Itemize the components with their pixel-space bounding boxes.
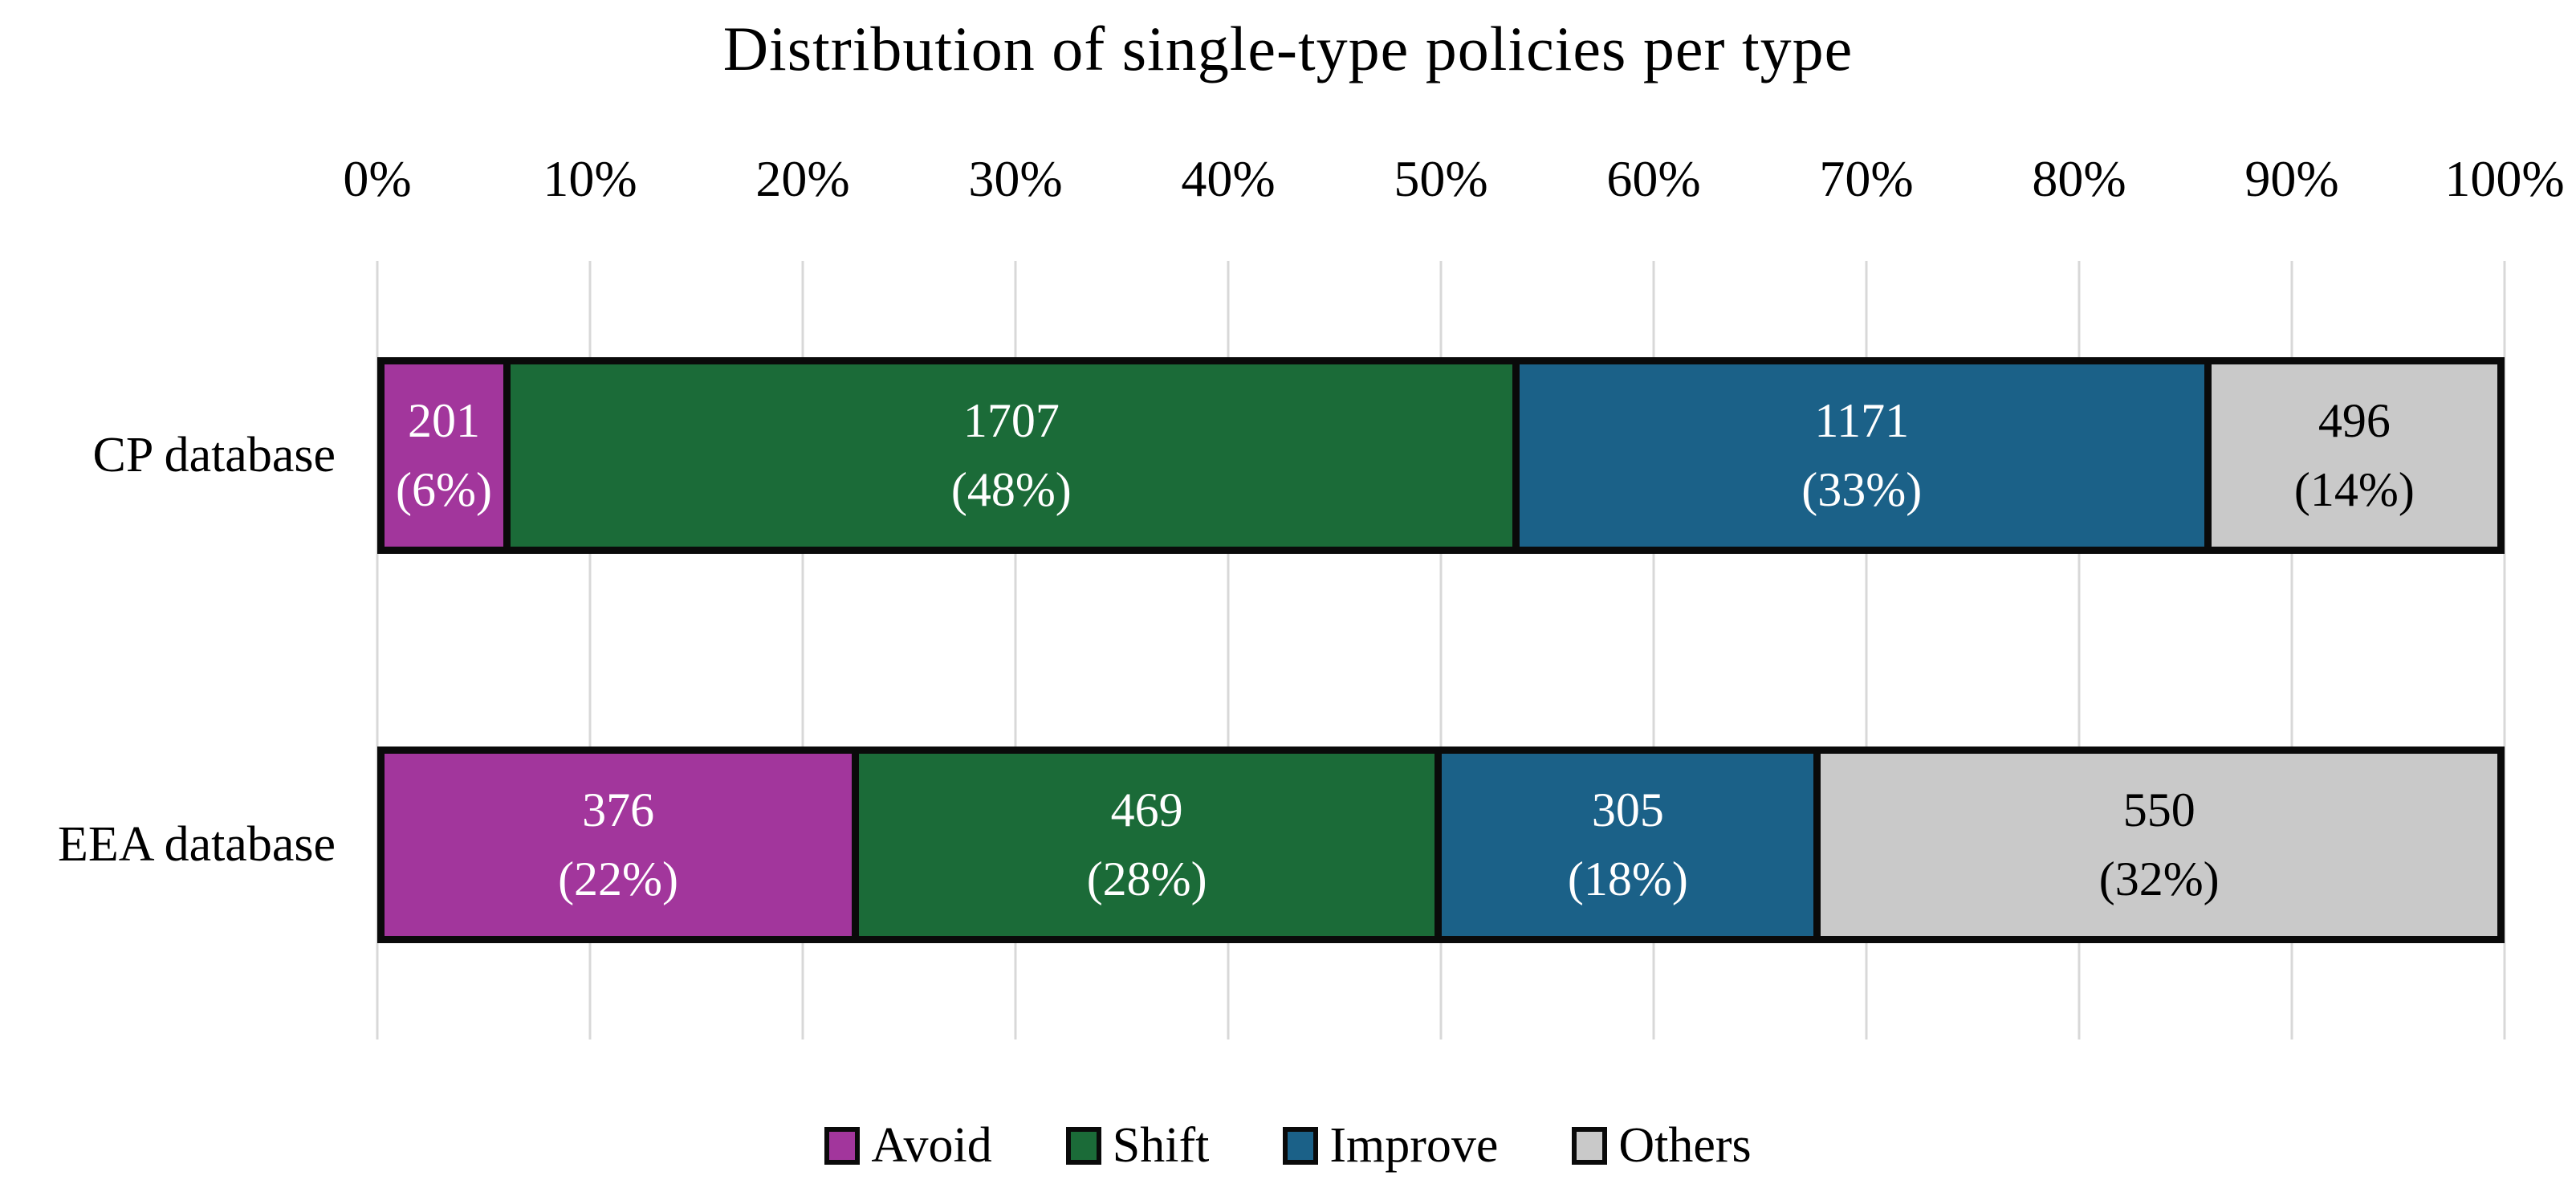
gridline — [1865, 261, 1868, 1039]
legend-swatch-icon — [824, 1127, 861, 1165]
legend-swatch-icon — [1572, 1127, 1608, 1165]
plot-area: 201 (6%) 1707 (48%) 1171 (33%) 496 (14%) 376 (22%… — [376, 261, 2506, 1039]
segment-value: 1707 — [962, 394, 1060, 448]
gridline — [588, 261, 592, 1039]
bar-segment: 1707 (48%) — [503, 364, 1512, 547]
legend-label: Shift — [1112, 1118, 1210, 1173]
legend-item: Improve — [1283, 1117, 1498, 1174]
segment-percent: (28%) — [1086, 852, 1207, 905]
category-label: CP database — [92, 428, 336, 482]
axis-tick-label: 20% — [755, 150, 850, 207]
axis-tick-label: 80% — [2032, 150, 2126, 207]
axis-tick-label: 30% — [968, 150, 1063, 207]
legend-item: Avoid — [824, 1117, 992, 1174]
axis-tick-label: 60% — [1606, 150, 1701, 207]
axis-tick-label: 70% — [1819, 150, 1914, 207]
segment-value: 201 — [407, 394, 480, 448]
x-axis: 0% 10% 20% 30% 40% 50% 60% 70% 80% 90% 100% — [343, 149, 2564, 214]
gridline — [1014, 261, 1017, 1039]
legend-label: Others — [1618, 1118, 1752, 1173]
bar-segment: 201 (6%) — [385, 364, 503, 547]
bar-segment: 305 (18%) — [1435, 754, 1814, 936]
legend-item: Others — [1572, 1117, 1752, 1174]
bar-segment: 469 (28%) — [852, 754, 1435, 936]
segment-percent: (33%) — [1801, 462, 1923, 516]
segment-percent: (6%) — [396, 462, 492, 516]
segment-value: 376 — [582, 783, 655, 837]
gridline — [2290, 261, 2293, 1039]
axis-tick-label: 50% — [1394, 150, 1488, 207]
gridline — [1652, 261, 1655, 1039]
gridline — [1227, 261, 1230, 1039]
segment-value: 305 — [1591, 783, 1664, 837]
legend-label: Avoid — [871, 1118, 992, 1173]
segment-percent: (32%) — [2098, 852, 2220, 905]
bar-segment: 1171 (33%) — [1512, 364, 2204, 547]
category-label: EEA database — [57, 817, 336, 872]
gridline — [801, 261, 804, 1039]
axis-tick-label: 90% — [2244, 150, 2339, 207]
segment-value: 469 — [1110, 783, 1183, 837]
axis-tick-label: 10% — [543, 150, 637, 207]
gridline — [1439, 261, 1443, 1039]
segment-percent: (48%) — [950, 462, 1072, 516]
axis-tick-label: 100% — [2444, 150, 2565, 207]
bar-segment: 496 (14%) — [2204, 364, 2497, 547]
legend-item: Shift — [1065, 1117, 1210, 1174]
segment-value: 1171 — [1814, 394, 1910, 448]
legend-swatch-icon — [1065, 1127, 1101, 1165]
legend: Avoid Shift Improve Others — [0, 1117, 2576, 1174]
bar-segment: 550 (32%) — [1813, 754, 2497, 936]
segment-percent: (18%) — [1567, 852, 1688, 905]
segment-value: 550 — [2122, 783, 2196, 837]
bar-row: 201 (6%) 1707 (48%) 1171 (33%) 496 (14%) — [377, 357, 2505, 554]
legend-swatch-icon — [1283, 1127, 1319, 1165]
gridline — [376, 261, 379, 1039]
gridline — [2077, 261, 2081, 1039]
bar-segment: 376 (22%) — [385, 754, 853, 936]
gridline — [2503, 261, 2506, 1039]
axis-tick-label: 0% — [343, 150, 412, 207]
bar-row: 376 (22%) 469 (28%) 305 (18%) 550 (32%) — [377, 747, 2505, 943]
segment-value: 496 — [2318, 394, 2391, 448]
segment-percent: (22%) — [558, 852, 679, 905]
legend-label: Improve — [1329, 1118, 1499, 1173]
chart-title: Distribution of single-type policies per… — [722, 14, 1854, 83]
segment-percent: (14%) — [2293, 462, 2415, 516]
axis-tick-label: 40% — [1181, 150, 1276, 207]
